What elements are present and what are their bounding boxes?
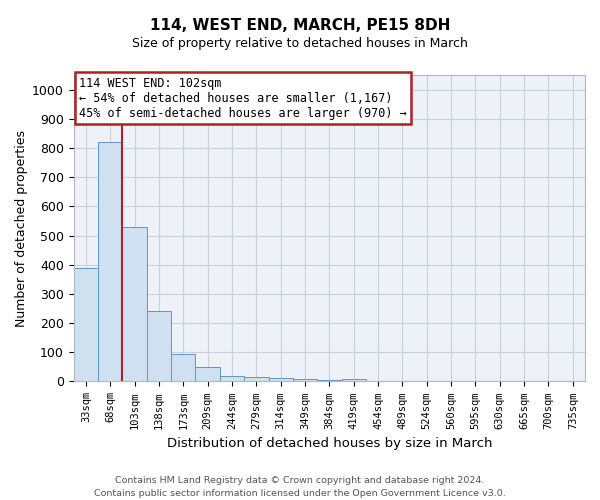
Text: 114 WEST END: 102sqm
← 54% of detached houses are smaller (1,167)
45% of semi-de: 114 WEST END: 102sqm ← 54% of detached h… [79, 76, 407, 120]
Y-axis label: Number of detached properties: Number of detached properties [15, 130, 28, 326]
Bar [147, 310, 171, 382]
Bar [171, 354, 196, 382]
Bar [220, 376, 244, 382]
Bar [269, 378, 293, 382]
Bar [293, 379, 317, 382]
Bar [98, 142, 122, 382]
Bar [244, 377, 269, 382]
Text: Contains HM Land Registry data © Crown copyright and database right 2024.: Contains HM Land Registry data © Crown c… [115, 476, 485, 485]
Text: Size of property relative to detached houses in March: Size of property relative to detached ho… [132, 38, 468, 51]
Bar [122, 227, 147, 382]
Bar [341, 379, 366, 382]
Bar [196, 367, 220, 382]
X-axis label: Distribution of detached houses by size in March: Distribution of detached houses by size … [167, 437, 492, 450]
Text: Contains public sector information licensed under the Open Government Licence v3: Contains public sector information licen… [94, 489, 506, 498]
Bar [317, 380, 341, 382]
Bar [74, 268, 98, 382]
Text: 114, WEST END, MARCH, PE15 8DH: 114, WEST END, MARCH, PE15 8DH [150, 18, 450, 32]
